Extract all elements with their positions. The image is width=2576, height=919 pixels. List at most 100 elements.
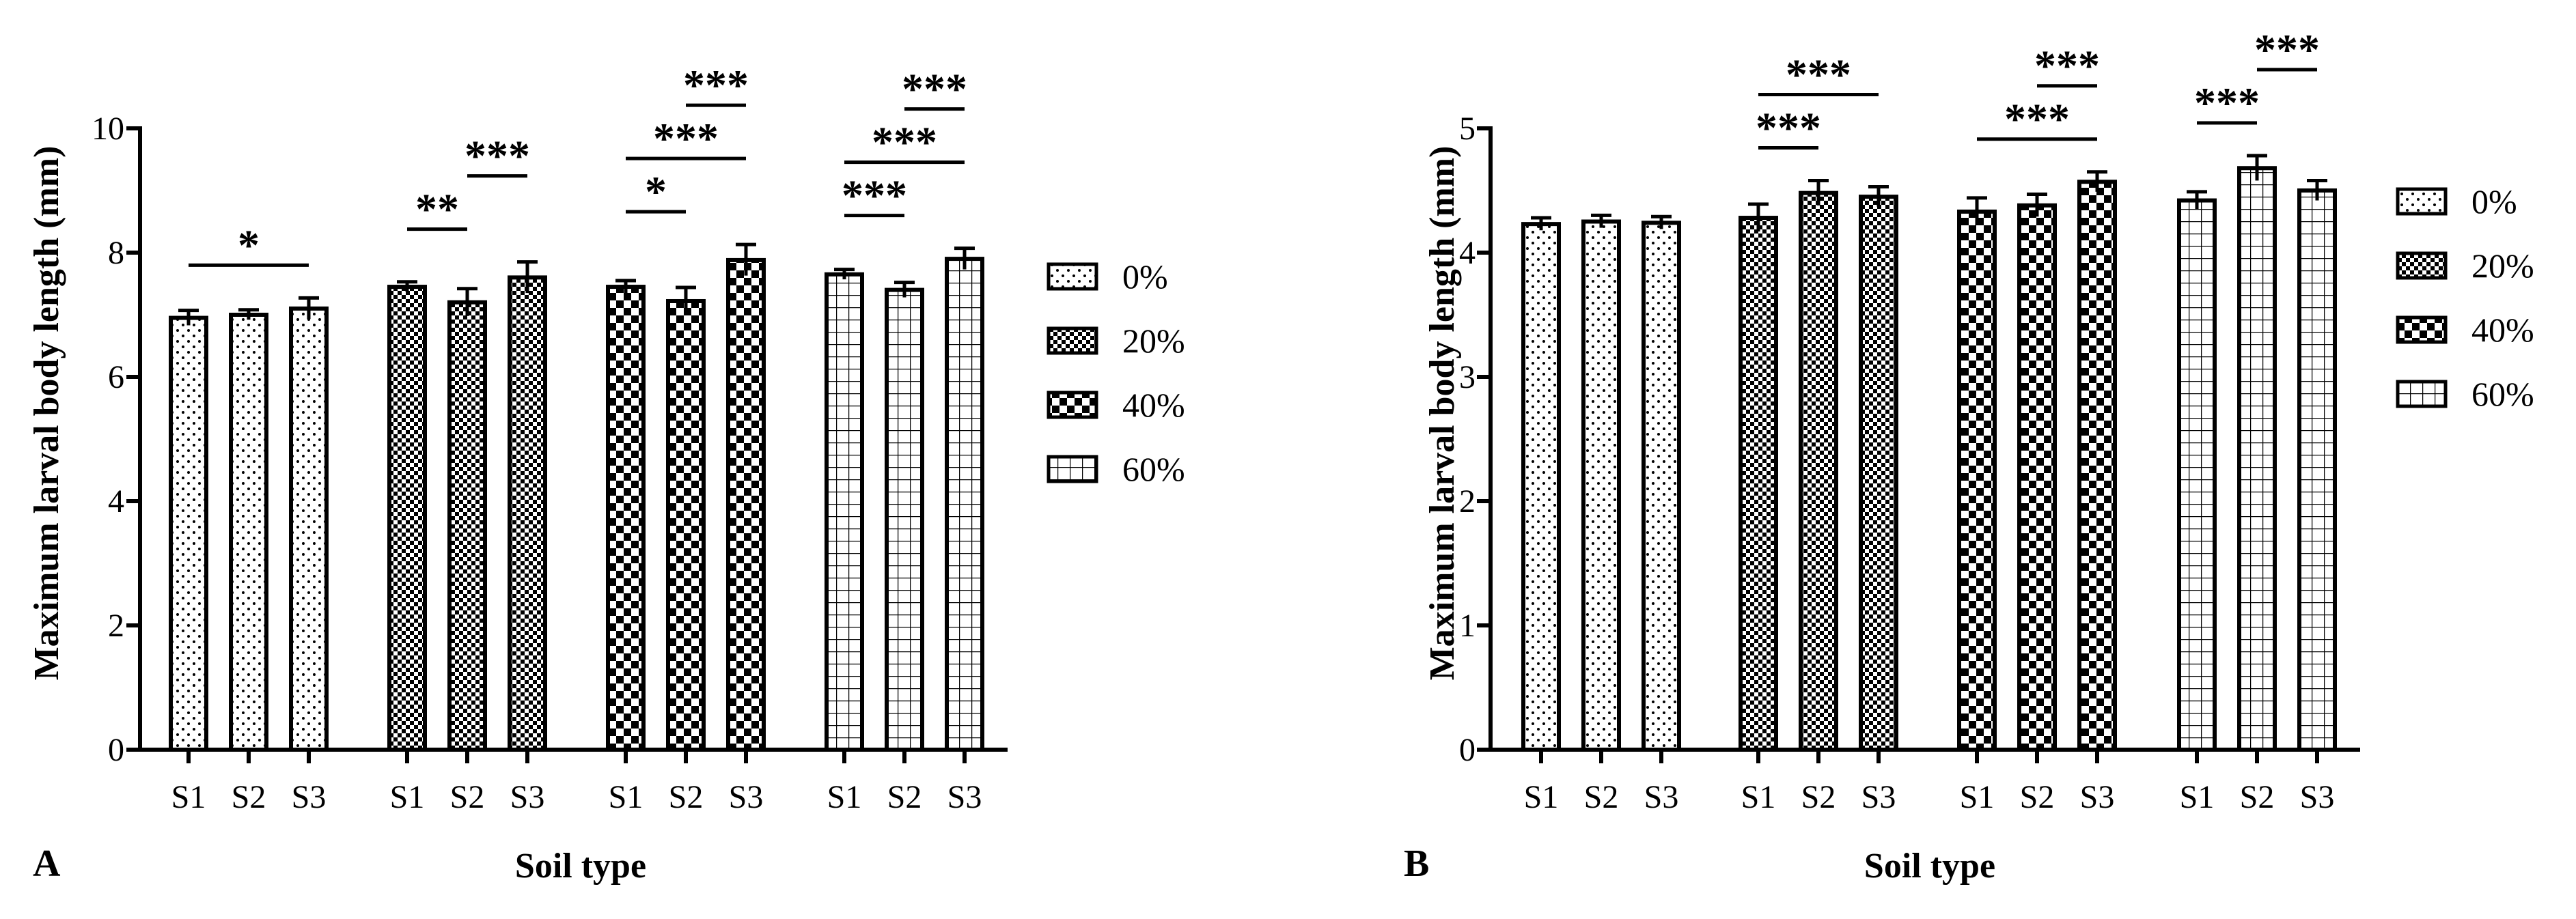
bar-60%-S3 xyxy=(2297,188,2337,752)
bar-60%-S1 xyxy=(2177,198,2217,752)
x-tick-label: S1 xyxy=(1741,779,1776,815)
panel-b-legend: 0% 20% 40% 60% xyxy=(2396,182,2534,413)
legend-swatch-20% xyxy=(2396,251,2448,280)
bar-0%-S2 xyxy=(1581,219,1621,752)
legend-label: 0% xyxy=(1122,257,1168,296)
panel-a-axes: 0 2 4 6 8 10 S1 S2 S3 S1 S2 S3 S1 S2 S3 S1 S2 S3 xyxy=(92,111,1008,815)
significance-label: *** xyxy=(2004,95,2070,143)
bar-0%-S1 xyxy=(169,315,208,752)
x-tick-label: S2 xyxy=(232,779,266,815)
panel-a-bars xyxy=(169,242,984,752)
bar-60%-S2 xyxy=(885,287,924,752)
bar-20%-S2 xyxy=(447,300,487,752)
significance-label: * xyxy=(645,167,667,216)
bar-20%-S2 xyxy=(1799,190,1838,752)
bar-0%-S3 xyxy=(1642,221,1681,752)
bar-60%-S2 xyxy=(2237,166,2277,752)
significance-label: *** xyxy=(1786,50,1851,98)
y-tick-label: 8 xyxy=(108,235,124,271)
significance-label: *** xyxy=(1756,103,1821,152)
legend-label: 40% xyxy=(1122,386,1185,424)
significance-label: *** xyxy=(683,61,749,109)
y-tick-label: 2 xyxy=(108,608,124,644)
legend-label: 20% xyxy=(2471,246,2534,285)
significance-label: *** xyxy=(842,171,907,220)
panel-b-x-axis-label: Soil type xyxy=(1864,847,1995,886)
bar-20%-S1 xyxy=(387,285,427,752)
x-tick-label: S2 xyxy=(1801,779,1836,815)
x-tick-label: S2 xyxy=(2240,779,2275,815)
panel-b-y-axis-label: Maximum larval body length (mm) xyxy=(1423,146,1462,681)
x-tick-label: S1 xyxy=(171,779,206,815)
legend-label: 20% xyxy=(1122,322,1185,360)
panel-b-axes: 0 1 2 3 4 5 S1 S2 S3 S1 S2 S3 S1 S2 S3 S1 S2 S3 xyxy=(1459,111,2360,815)
significance-label: *** xyxy=(2254,25,2320,74)
significance-label: *** xyxy=(2194,79,2260,127)
legend-swatch-40% xyxy=(2396,315,2448,344)
y-tick-label: 4 xyxy=(108,483,124,520)
legend-swatch-60% xyxy=(1047,455,1098,483)
panel-a-x-axis-label: Soil type xyxy=(515,847,646,886)
x-tick-label: S2 xyxy=(669,779,704,815)
legend-label: 40% xyxy=(2471,311,2534,349)
legend-label: 60% xyxy=(1122,450,1185,488)
panel-b-bars xyxy=(1521,154,2337,752)
x-tick-label: S2 xyxy=(887,779,922,815)
x-tick-label: S2 xyxy=(1584,779,1619,815)
bar-40%-S3 xyxy=(2077,180,2117,752)
y-tick-label: 4 xyxy=(1459,235,1476,271)
significance-label: *** xyxy=(653,114,719,162)
y-tick-label: 1 xyxy=(1459,608,1476,644)
bar-40%-S2 xyxy=(666,298,706,752)
x-tick-label: S3 xyxy=(729,779,764,815)
legend-label: 0% xyxy=(2471,182,2517,221)
y-tick-label: 3 xyxy=(1459,359,1476,395)
bar-40%-S2 xyxy=(2017,203,2057,752)
y-tick-label: 0 xyxy=(1459,732,1476,768)
x-tick-label: S1 xyxy=(827,779,862,815)
x-tick-label: S3 xyxy=(292,779,327,815)
x-tick-label: S3 xyxy=(2080,779,2115,815)
legend-swatch-0% xyxy=(1047,262,1098,291)
x-tick-label: S1 xyxy=(1960,779,1995,815)
legend-swatch-40% xyxy=(1047,391,1098,419)
y-tick-label: 0 xyxy=(108,732,124,768)
panel-a-label: A xyxy=(33,843,61,885)
y-tick-label: 6 xyxy=(108,359,124,395)
panel-b-significance: *** *** *** *** *** *** xyxy=(1756,25,2320,152)
panel-a-legend: 0% 20% 40% 60% xyxy=(1047,257,1185,488)
significance-label: ** xyxy=(415,185,459,234)
x-tick-label: S3 xyxy=(1644,779,1679,815)
x-tick-label: S1 xyxy=(1524,779,1559,815)
bar-20%-S3 xyxy=(1859,195,1898,752)
panel-a-significance: ********************** xyxy=(189,61,967,269)
x-tick-label: S2 xyxy=(2020,779,2055,815)
y-tick-label: 5 xyxy=(1459,111,1476,147)
x-tick-label: S1 xyxy=(2180,779,2215,815)
bar-0%-S3 xyxy=(289,306,329,752)
legend-swatch-60% xyxy=(2396,380,2448,408)
x-tick-label: S3 xyxy=(510,779,545,815)
bar-40%-S1 xyxy=(606,285,646,752)
significance-label: *** xyxy=(872,118,937,167)
x-tick-label: S3 xyxy=(1861,779,1896,815)
bar-40%-S3 xyxy=(726,257,766,752)
bar-0%-S2 xyxy=(229,313,268,752)
x-tick-label: S1 xyxy=(609,779,643,815)
x-tick-label: S3 xyxy=(947,779,982,815)
legend-label: 60% xyxy=(2471,375,2534,413)
legend-swatch-0% xyxy=(2396,187,2448,216)
significance-label: *** xyxy=(2034,42,2100,90)
bar-60%-S1 xyxy=(825,272,864,752)
panel-b-label: B xyxy=(1404,843,1429,885)
x-tick-label: S3 xyxy=(2300,779,2335,815)
bar-0%-S1 xyxy=(1521,222,1561,752)
bar-40%-S1 xyxy=(1957,209,1997,752)
panel-a-y-axis-label: Maximum larval body length (mm) xyxy=(27,146,66,681)
y-tick-label: 10 xyxy=(92,111,124,147)
bar-60%-S3 xyxy=(945,257,984,752)
bar-20%-S1 xyxy=(1739,216,1778,752)
legend-swatch-20% xyxy=(1047,326,1098,355)
significance-label: *** xyxy=(465,132,530,180)
